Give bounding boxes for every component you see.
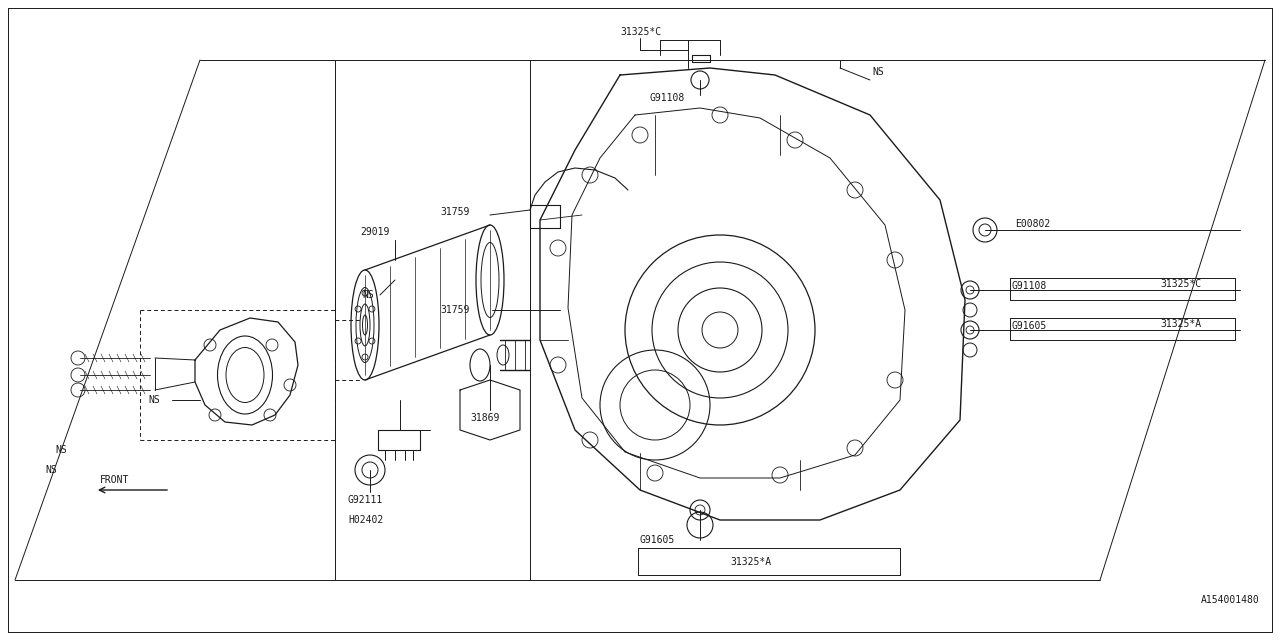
Text: 31759: 31759 — [440, 207, 470, 217]
Text: 31325*C: 31325*C — [620, 27, 662, 37]
Text: 29019: 29019 — [360, 227, 389, 237]
Text: NS: NS — [55, 445, 67, 455]
Text: NS: NS — [148, 395, 160, 405]
Text: NS: NS — [45, 465, 56, 475]
Text: 31325*A: 31325*A — [1160, 319, 1201, 329]
Text: 31869: 31869 — [470, 413, 499, 423]
Text: 31759: 31759 — [440, 305, 470, 315]
Text: 31325*A: 31325*A — [730, 557, 771, 567]
Text: E00802: E00802 — [1015, 219, 1051, 229]
Text: FRONT: FRONT — [100, 475, 129, 485]
Text: G91108: G91108 — [650, 93, 685, 103]
Text: G91605: G91605 — [1012, 321, 1047, 331]
Text: G92111: G92111 — [348, 495, 383, 505]
Text: G91605: G91605 — [640, 535, 676, 545]
Text: H02402: H02402 — [348, 515, 383, 525]
Text: NS: NS — [362, 290, 374, 300]
Text: G91108: G91108 — [1012, 281, 1047, 291]
Text: 31325*C: 31325*C — [1160, 279, 1201, 289]
Text: A154001480: A154001480 — [1201, 595, 1260, 605]
Text: NS: NS — [872, 67, 883, 77]
